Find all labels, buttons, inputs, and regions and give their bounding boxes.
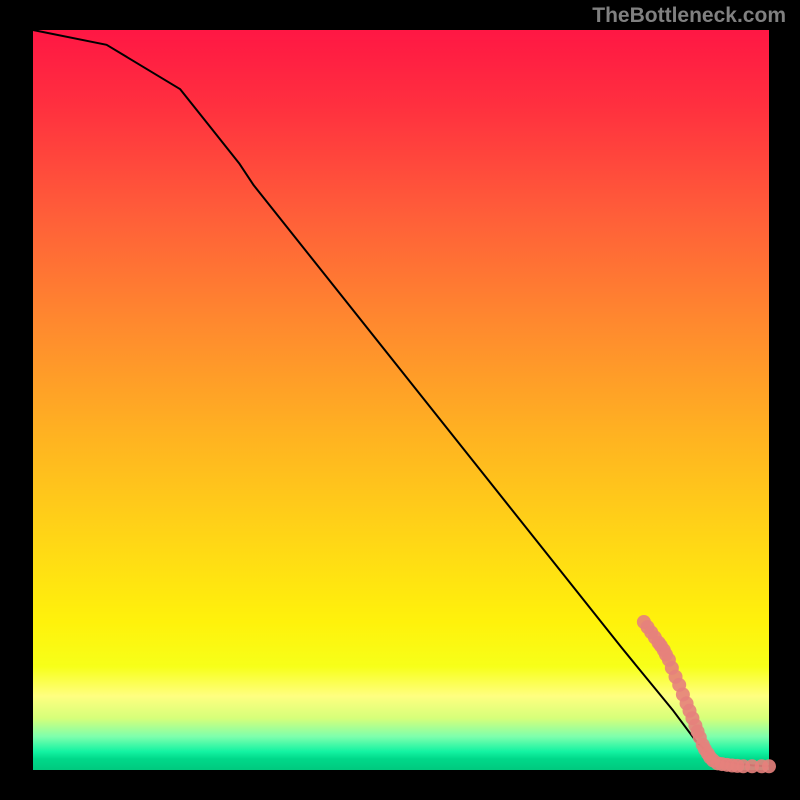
watermark-label: TheBottleneck.com xyxy=(592,4,786,28)
data-point xyxy=(762,759,776,773)
plot-background xyxy=(33,30,769,770)
chart-container: TheBottleneck.com xyxy=(0,0,800,800)
chart-svg xyxy=(0,0,800,800)
